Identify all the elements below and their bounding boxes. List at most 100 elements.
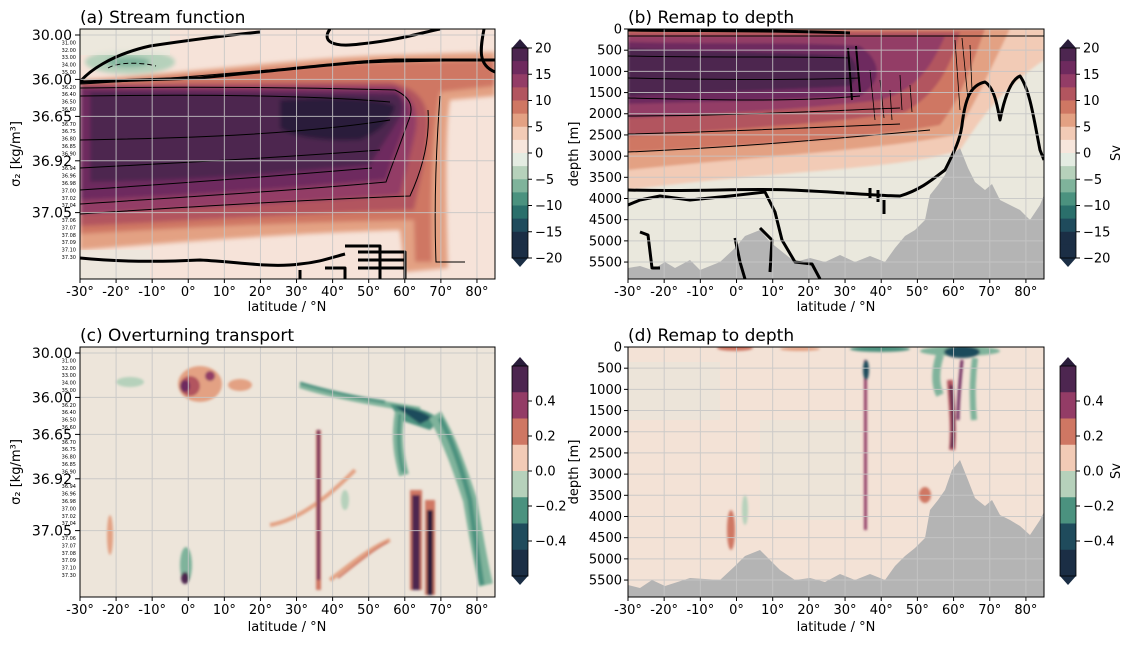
y-minor-tick-label: 35.00 <box>62 70 76 76</box>
y-tick-label: 5000 <box>589 552 622 567</box>
colorbar-segment <box>1060 100 1076 115</box>
y-tick-label: 1500 <box>589 86 622 101</box>
colorbar-segment <box>512 549 528 577</box>
y-tick-label: 5500 <box>589 574 622 589</box>
colorbar-segment <box>512 192 528 206</box>
colorbar-segment <box>1060 48 1076 62</box>
y-minor-tick-label: 31.00 <box>62 358 76 364</box>
panel-d-title: (d) Remap to depth <box>628 326 794 346</box>
colorbar-segment <box>1060 153 1076 167</box>
colorbar-segment <box>1060 205 1076 220</box>
y-major-tick-label: 36.00 <box>32 72 72 88</box>
colorbar-tick-label: 0.4 <box>1083 395 1104 410</box>
x-tick-label: 50° <box>906 285 929 300</box>
x-tick-label: 60° <box>393 285 416 300</box>
colorbar-segment <box>512 61 528 75</box>
y-minor-tick-label: 37.06 <box>62 218 76 224</box>
x-tick-label: 0° <box>729 285 744 300</box>
panel-a-field <box>80 29 495 279</box>
y-minor-tick-label: 36.70 <box>62 122 76 128</box>
colorbar-tick-label: 0.0 <box>535 465 556 480</box>
y-minor-tick-label: 36.85 <box>62 462 76 468</box>
x-tick-label: 70° <box>429 603 452 618</box>
x-tick-label: 30° <box>834 603 857 618</box>
y-minor-tick-label: 37.04 <box>62 521 76 527</box>
colorbar-segment <box>1060 418 1076 446</box>
y-tick-label: 4000 <box>589 510 622 525</box>
y-minor-tick-label: 36.40 <box>62 92 76 98</box>
colorbar-segment <box>1060 471 1076 498</box>
x-tick-label: -10° <box>138 285 166 300</box>
y-minor-tick-label: 37.06 <box>62 536 76 542</box>
x-tick-label: 70° <box>978 603 1001 618</box>
y-tick-label: 0 <box>614 341 622 356</box>
y-minor-tick-label: 37.00 <box>62 188 76 194</box>
colorbar-segment <box>1060 126 1076 141</box>
colorbar-segment <box>512 87 528 101</box>
y-tick-label: 4500 <box>589 531 622 546</box>
x-tick-label: 20° <box>797 285 820 300</box>
x-tick-label: 60° <box>942 285 965 300</box>
colorbar-tick-label: 20 <box>535 42 552 57</box>
y-tick-label: 2000 <box>589 425 622 440</box>
x-tick-label: 10° <box>213 603 236 618</box>
colorbar-tick-label: 15 <box>1083 68 1100 83</box>
y-minor-tick-label: 37.09 <box>62 558 76 564</box>
y-minor-tick-label: 33.00 <box>62 373 76 379</box>
colorbar-tick-label: −0.2 <box>535 500 567 515</box>
colorbar-segment <box>1060 366 1076 393</box>
y-tick-label: 3000 <box>589 150 622 165</box>
panel-a-ylabel: σ₂ [kg/m³] <box>9 121 24 187</box>
y-minor-tick-label: 31.00 <box>62 40 76 46</box>
x-tick-label: 60° <box>942 603 965 618</box>
colorbar-segment <box>512 100 528 115</box>
y-minor-tick-label: 36.20 <box>62 403 76 409</box>
x-tick-label: 20° <box>249 603 272 618</box>
colorbar-label: Sv <box>1109 463 1124 479</box>
y-minor-tick-label: 36.50 <box>62 100 76 106</box>
colorbar-tick-label: 0.2 <box>1083 430 1104 445</box>
y-minor-tick-label: 37.07 <box>62 225 76 231</box>
colorbar-segment <box>512 418 528 446</box>
y-minor-tick-label: 32.00 <box>62 366 76 372</box>
y-minor-tick-label: 36.85 <box>62 144 76 150</box>
x-tick-label: 10° <box>761 603 784 618</box>
y-tick-label: 1000 <box>589 65 622 80</box>
colorbar-segment <box>512 471 528 498</box>
colorbar-segment <box>512 366 528 393</box>
y-minor-tick-label: 36.96 <box>62 174 76 180</box>
y-tick-label: 3500 <box>589 171 622 186</box>
colorbar-b: 20 15 10 5 0 −5 −10 −15 −20 Sv <box>1059 39 1124 267</box>
x-tick-label: 40° <box>321 285 344 300</box>
y-minor-tick-label: 37.09 <box>62 240 76 246</box>
colorbar-segment <box>1060 218 1076 233</box>
y-minor-tick-label: 36.94 <box>62 166 76 172</box>
colorbar-tick-label: 0 <box>535 147 543 162</box>
y-major-tick-label: 37.05 <box>32 524 72 540</box>
y-major-tick-label: 36.00 <box>32 390 72 406</box>
x-tick-label: -30° <box>66 285 94 300</box>
x-tick-label: 30° <box>285 603 308 618</box>
x-tick-label: 70° <box>429 285 452 300</box>
colorbar-extend-bottom <box>1060 258 1076 267</box>
y-minor-tick-label: 36.98 <box>62 181 76 187</box>
colorbar-segment <box>512 139 528 154</box>
colorbar-segment <box>1060 549 1076 577</box>
colorbar-segment <box>1060 61 1076 75</box>
panel-d-ylabel: depth [m] <box>567 440 582 505</box>
colorbar-segment <box>1060 523 1076 551</box>
x-tick-label: 40° <box>870 285 893 300</box>
colorbar-tick-label: 20 <box>1083 42 1100 57</box>
colorbar-segment <box>512 126 528 141</box>
y-minor-tick-label: 37.08 <box>62 551 76 557</box>
x-tick-label: -30° <box>66 603 94 618</box>
colorbar-a: 20 15 10 5 0 −5 −10 −15 −20 <box>511 39 562 267</box>
y-minor-tick-label: 32.00 <box>62 48 76 54</box>
colorbar-extend-top <box>512 39 528 48</box>
colorbar-segment <box>1060 166 1076 180</box>
panel-a: (a) Stream function <box>9 8 496 315</box>
colorbar-tick-label: 0.0 <box>1083 465 1104 480</box>
y-minor-tick-label: 37.30 <box>62 255 76 261</box>
y-tick-label: 5000 <box>589 234 622 249</box>
